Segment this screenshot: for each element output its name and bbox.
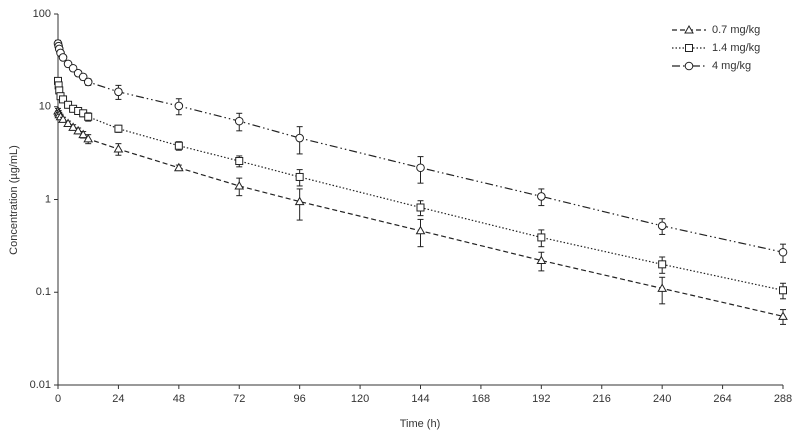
- legend-marker: [685, 44, 693, 52]
- marker: [174, 141, 183, 150]
- x-axis-title: Time (h): [400, 418, 441, 430]
- marker: [235, 157, 244, 166]
- marker: [537, 192, 546, 201]
- x-tick-label: 0: [55, 393, 61, 405]
- marker: [114, 87, 123, 97]
- x-tick-label: 240: [653, 393, 671, 405]
- x-tick-label: 96: [294, 393, 306, 405]
- marker: [58, 114, 68, 123]
- y-tick-label: 1: [45, 193, 51, 205]
- marker: [657, 221, 667, 231]
- series-line: [57, 80, 784, 291]
- marker: [295, 172, 304, 181]
- legend-label: 1.4 mg/kg: [712, 42, 760, 54]
- y-tick-label: 0.01: [30, 379, 51, 391]
- y-tick-label: 100: [33, 8, 51, 20]
- marker: [83, 133, 94, 143]
- marker: [68, 63, 78, 73]
- marker: [78, 72, 88, 82]
- marker: [68, 122, 78, 131]
- marker: [174, 101, 184, 111]
- marker: [83, 77, 93, 87]
- y-tick-label: 10: [39, 101, 51, 113]
- marker: [658, 260, 667, 269]
- x-tick-label: 24: [112, 393, 124, 405]
- marker: [778, 311, 788, 320]
- legend-marker: [684, 24, 694, 34]
- x-tick-label: 72: [233, 393, 245, 405]
- marker: [63, 118, 73, 127]
- legend-marker: [684, 61, 694, 71]
- x-tick-label: 48: [173, 393, 185, 405]
- marker: [59, 95, 68, 104]
- marker: [416, 203, 425, 212]
- y-tick-label: 0.1: [36, 286, 51, 298]
- x-tick-label: 216: [593, 393, 611, 405]
- marker: [536, 255, 547, 264]
- marker: [415, 225, 426, 235]
- x-tick-label: 192: [532, 393, 550, 405]
- y-axis-title: Concentration (µg/mL): [8, 145, 20, 255]
- marker: [294, 196, 305, 206]
- marker: [78, 129, 89, 139]
- marker: [779, 286, 787, 295]
- marker: [657, 283, 668, 292]
- marker: [778, 247, 788, 257]
- marker: [234, 180, 245, 190]
- legend-label: 4 mg/kg: [712, 60, 751, 72]
- marker: [234, 116, 244, 126]
- x-tick-label: 288: [774, 393, 792, 405]
- marker: [537, 233, 546, 242]
- x-tick-label: 144: [411, 393, 429, 405]
- marker: [58, 53, 68, 62]
- legend-label: 0.7 mg/kg: [712, 24, 760, 36]
- marker: [295, 133, 304, 143]
- marker: [416, 163, 425, 173]
- marker: [113, 144, 124, 153]
- x-tick-label: 168: [472, 393, 490, 405]
- marker: [73, 125, 84, 135]
- marker: [84, 112, 93, 121]
- marker: [114, 124, 123, 133]
- marker: [173, 162, 184, 172]
- x-tick-label: 264: [713, 393, 731, 405]
- marker: [64, 100, 73, 109]
- x-tick-label: 120: [351, 393, 369, 405]
